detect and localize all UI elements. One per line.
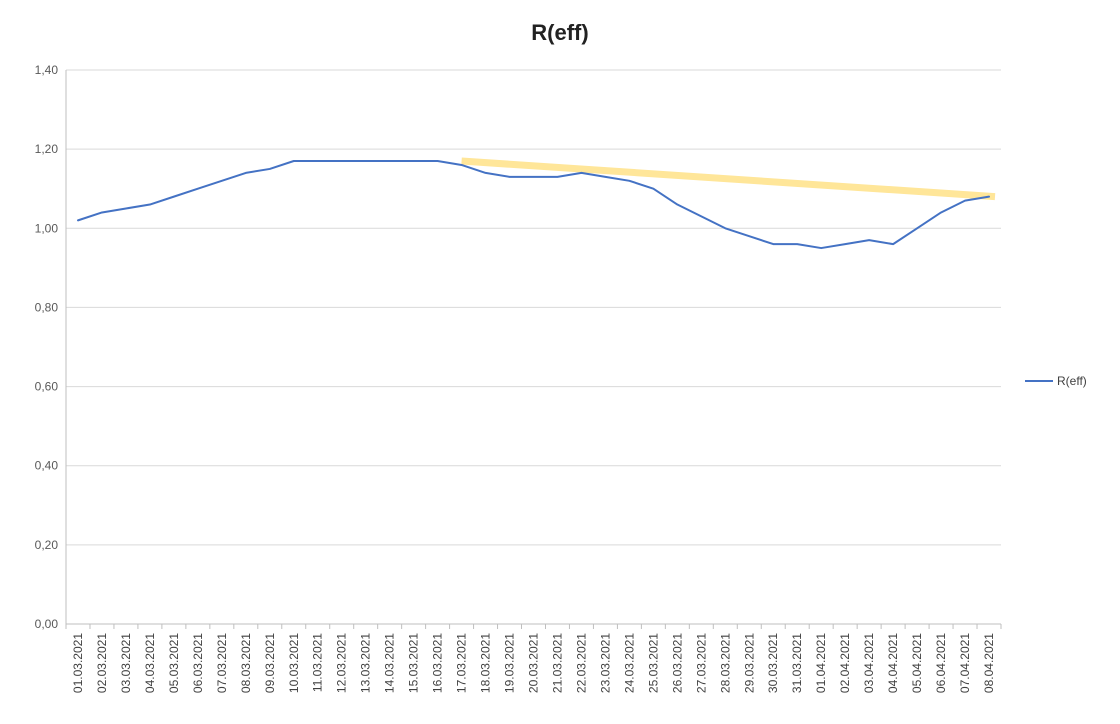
x-axis-tick-labels: 01.03.2021 02.03.2021 03.03.2021 04.03.2021… — [71, 633, 996, 693]
data-point — [219, 178, 224, 183]
y-tick-label: 0,40 — [35, 459, 59, 473]
data-point — [699, 214, 704, 219]
x-tick-label: 04.04.2021 — [886, 633, 900, 693]
x-tick-label: 04.03.2021 — [143, 633, 157, 693]
series-line-r-eff — [76, 160, 991, 250]
x-tick-label: 03.04.2021 — [862, 633, 876, 693]
data-point — [723, 226, 728, 231]
x-tick-label: 11.03.2021 — [311, 633, 325, 692]
data-point — [603, 174, 608, 179]
data-point — [387, 159, 392, 164]
x-tick-label: 31.03.2021 — [790, 633, 804, 693]
data-point — [867, 238, 872, 243]
x-tick-label: 02.04.2021 — [838, 633, 852, 693]
y-tick-label: 0,80 — [35, 300, 59, 314]
x-tick-label: 29.03.2021 — [742, 633, 756, 693]
y-tick-label: 1,20 — [35, 142, 59, 156]
data-point — [819, 246, 824, 251]
data-point — [195, 186, 200, 191]
x-tick-label: 06.04.2021 — [934, 633, 948, 693]
data-point — [147, 202, 152, 207]
x-tick-label: 22.03.2021 — [574, 633, 588, 693]
x-tick-label: 07.04.2021 — [958, 633, 972, 693]
axes — [65, 70, 1002, 629]
data-point — [627, 178, 632, 183]
data-point — [171, 194, 176, 199]
data-point — [579, 170, 584, 175]
x-tick-label: 15.03.2021 — [407, 633, 421, 693]
data-point — [987, 194, 992, 199]
data-point — [363, 159, 368, 164]
x-tick-label: 17.03.2021 — [455, 633, 469, 693]
x-tick-label: 06.03.2021 — [191, 633, 205, 693]
data-point — [675, 202, 680, 207]
x-tick-label: 10.03.2021 — [287, 633, 301, 693]
data-point — [459, 162, 464, 167]
trend-highlight-line — [461, 157, 996, 201]
x-tick-label: 02.03.2021 — [95, 633, 109, 693]
data-point — [747, 234, 752, 239]
legend: R(eff) — [1025, 374, 1087, 388]
data-point — [435, 159, 440, 164]
x-tick-label: 13.03.2021 — [359, 633, 373, 693]
y-tick-label: 0,20 — [35, 538, 59, 552]
x-tick-label: 08.03.2021 — [239, 633, 253, 693]
data-point — [771, 242, 776, 247]
data-point — [915, 226, 920, 231]
y-tick-label: 1,00 — [35, 221, 59, 235]
legend-label: R(eff) — [1057, 374, 1087, 388]
data-point — [411, 159, 416, 164]
x-tick-label: 16.03.2021 — [431, 633, 445, 693]
data-point — [963, 198, 968, 203]
x-tick-label: 14.03.2021 — [383, 633, 397, 693]
x-tick-label: 05.03.2021 — [167, 633, 181, 693]
x-tick-label: 18.03.2021 — [479, 633, 493, 693]
data-point — [891, 242, 896, 247]
x-tick-label: 03.03.2021 — [119, 633, 133, 693]
x-tick-label: 26.03.2021 — [670, 633, 684, 693]
gridlines — [66, 69, 1001, 625]
y-axis-tick-labels: 0,00 0,20 0,40 0,60 0,80 1,00 1,20 1,40 — [35, 63, 59, 631]
data-point — [291, 159, 296, 164]
data-point — [99, 210, 104, 215]
x-tick-label: 07.03.2021 — [215, 633, 229, 693]
chart-title: R(eff) — [531, 20, 589, 45]
data-point — [483, 170, 488, 175]
data-point — [267, 166, 272, 171]
data-point — [507, 174, 512, 179]
x-tick-label: 23.03.2021 — [598, 633, 612, 693]
annotations — [461, 157, 996, 201]
data-point — [75, 218, 80, 223]
data-point — [555, 174, 560, 179]
data-point — [243, 170, 248, 175]
x-tick-label: 01.04.2021 — [814, 633, 828, 693]
x-tick-label: 01.03.2021 — [71, 633, 85, 693]
y-tick-label: 0,60 — [35, 380, 59, 394]
x-tick-label: 24.03.2021 — [622, 633, 636, 693]
x-tick-label: 30.03.2021 — [766, 633, 780, 693]
x-tick-label: 27.03.2021 — [694, 633, 708, 693]
y-tick-label: 0,00 — [35, 617, 59, 631]
x-tick-label: 19.03.2021 — [503, 633, 517, 693]
x-tick-label: 12.03.2021 — [335, 633, 349, 693]
x-tick-label: 21.03.2021 — [550, 633, 564, 693]
y-tick-label: 1,40 — [35, 63, 59, 77]
series-lines — [75, 159, 992, 251]
x-tick-label: 20.03.2021 — [527, 633, 541, 693]
data-point — [795, 242, 800, 247]
data-point — [123, 206, 128, 211]
data-point — [531, 174, 536, 179]
x-tick-label: 05.04.2021 — [910, 633, 924, 693]
x-tick-label: 09.03.2021 — [263, 633, 277, 693]
data-point — [651, 186, 656, 191]
x-tick-label: 08.04.2021 — [982, 633, 996, 693]
x-tick-label: 25.03.2021 — [646, 633, 660, 693]
data-point — [843, 242, 848, 247]
data-point — [939, 210, 944, 215]
x-tick-label: 28.03.2021 — [718, 633, 732, 693]
data-point — [339, 159, 344, 164]
data-point — [315, 159, 320, 164]
